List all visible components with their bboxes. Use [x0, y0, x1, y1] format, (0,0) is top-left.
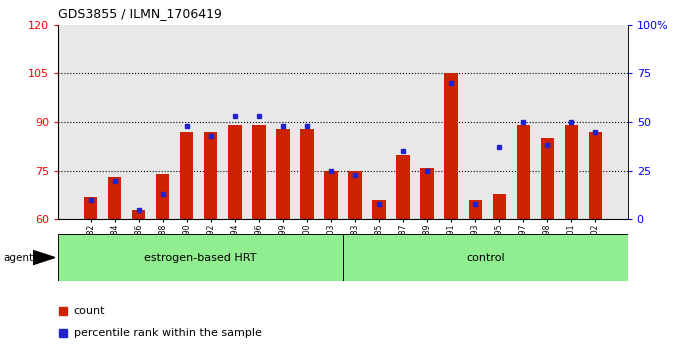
Bar: [372, 200, 386, 219]
Bar: [324, 171, 338, 219]
Bar: [228, 125, 241, 219]
Bar: [204, 132, 217, 219]
Bar: [445, 73, 458, 219]
Bar: [397, 155, 410, 219]
Bar: [343, 234, 628, 281]
Text: percentile rank within the sample: percentile rank within the sample: [74, 328, 261, 338]
Text: agent: agent: [3, 252, 34, 263]
Bar: [517, 125, 530, 219]
Text: count: count: [74, 306, 105, 316]
Bar: [108, 177, 121, 219]
Polygon shape: [33, 251, 55, 265]
Bar: [348, 171, 362, 219]
Bar: [132, 210, 145, 219]
Bar: [565, 125, 578, 219]
Bar: [156, 174, 169, 219]
Bar: [589, 132, 602, 219]
Bar: [300, 129, 314, 219]
Bar: [421, 167, 434, 219]
Bar: [541, 138, 554, 219]
Bar: [469, 200, 482, 219]
Bar: [252, 125, 265, 219]
Bar: [493, 194, 506, 219]
Text: control: control: [466, 252, 505, 263]
Bar: [180, 132, 193, 219]
Text: estrogen-based HRT: estrogen-based HRT: [145, 252, 257, 263]
Bar: [58, 234, 343, 281]
Bar: [276, 129, 289, 219]
Bar: [84, 197, 97, 219]
Text: GDS3855 / ILMN_1706419: GDS3855 / ILMN_1706419: [58, 7, 222, 20]
